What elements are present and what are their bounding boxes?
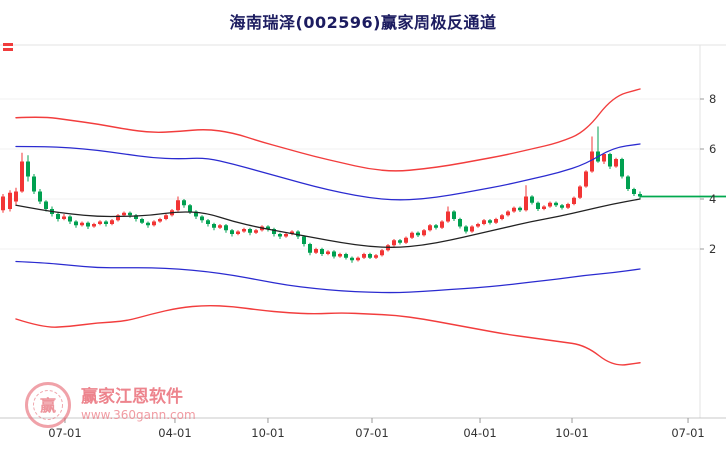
watermark-brand: 赢家江恩软件 xyxy=(81,386,183,407)
left-edge-marker xyxy=(3,43,13,52)
x-tick-label: 07-01 xyxy=(671,426,704,440)
axis-labels: 8 6 4 2 07-01 04-01 10-01 07-01 04-01 10-01 07-01 xyxy=(48,92,716,440)
x-tick-label: 07-01 xyxy=(48,426,81,440)
y-tick-label: 4 xyxy=(709,192,716,206)
y-tick-label: 2 xyxy=(709,242,716,256)
chart-title: 海南瑞泽(002596)赢家周极反通道 xyxy=(229,13,497,32)
watermark-text: 赢家江恩软件 www.360gann.com xyxy=(81,386,196,423)
candlestick-series xyxy=(1,126,642,263)
x-tick-label: 10-01 xyxy=(555,426,588,440)
x-tick-label: 04-01 xyxy=(463,426,496,440)
watermark-logo-char: 赢 xyxy=(40,396,56,415)
watermark-url: www.360gann.com xyxy=(81,408,196,423)
upper-extreme-line xyxy=(15,88,641,172)
upper-channel-line xyxy=(15,143,641,201)
y-tick-label: 8 xyxy=(709,92,716,106)
mid-line xyxy=(15,198,641,248)
watermark-logo-icon: 赢 xyxy=(24,381,72,429)
x-tick-label: 10-01 xyxy=(251,426,284,440)
lower-channel-line xyxy=(15,260,641,294)
gridlines xyxy=(0,98,700,250)
x-tick-label: 04-01 xyxy=(158,426,191,440)
y-tick-label: 6 xyxy=(709,142,716,156)
lower-extreme-line xyxy=(15,304,641,366)
watermark: 赢 赢家江恩软件 www.360gann.com xyxy=(24,381,196,429)
x-tick-label: 07-01 xyxy=(355,426,388,440)
